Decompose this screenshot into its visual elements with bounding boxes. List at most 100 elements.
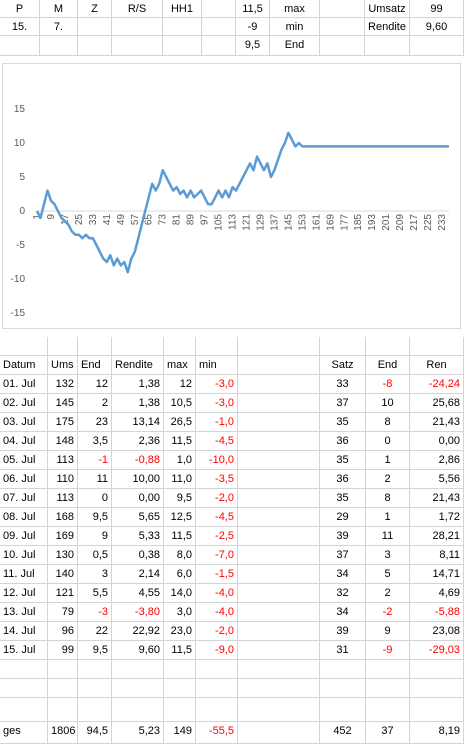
- table-cell[interactable]: -0,88: [112, 451, 164, 470]
- table-cell[interactable]: 32: [320, 584, 366, 603]
- table-cell[interactable]: 3,5: [78, 432, 112, 451]
- header-col-4[interactable]: HH1: [163, 0, 202, 18]
- cell[interactable]: [238, 489, 320, 508]
- table-cell[interactable]: -9: [366, 641, 410, 660]
- table-cell[interactable]: 11,5: [164, 641, 196, 660]
- table-cell[interactable]: 11,5: [164, 527, 196, 546]
- table-cell[interactable]: 3: [366, 546, 410, 565]
- cell[interactable]: [164, 660, 196, 679]
- table-header-right-2[interactable]: Ren: [410, 356, 464, 375]
- table-cell[interactable]: 02. Jul: [0, 394, 48, 413]
- rendite-label[interactable]: Rendite: [365, 18, 410, 36]
- cell[interactable]: [40, 36, 78, 56]
- table-cell[interactable]: 0,00: [410, 432, 464, 451]
- table-cell[interactable]: 08. Jul: [0, 508, 48, 527]
- cell[interactable]: [238, 565, 320, 584]
- table-cell[interactable]: 132: [48, 375, 78, 394]
- table-cell[interactable]: 9,60: [112, 641, 164, 660]
- table-cell[interactable]: 0,38: [112, 546, 164, 565]
- table-cell[interactable]: 1: [366, 451, 410, 470]
- table-cell[interactable]: -2,0: [196, 622, 238, 641]
- cell[interactable]: [365, 36, 410, 56]
- table-header-5[interactable]: min: [196, 356, 238, 375]
- table-cell[interactable]: 12,5: [164, 508, 196, 527]
- table-cell[interactable]: 9,5: [78, 641, 112, 660]
- table-cell[interactable]: 2,14: [112, 565, 164, 584]
- cell[interactable]: [410, 36, 464, 56]
- cell[interactable]: [0, 36, 40, 56]
- cell[interactable]: [112, 337, 164, 356]
- table-cell[interactable]: 5,33: [112, 527, 164, 546]
- table-cell[interactable]: 01. Jul: [0, 375, 48, 394]
- umsatz-value[interactable]: 99: [410, 0, 464, 18]
- table-cell[interactable]: 175: [48, 413, 78, 432]
- cell[interactable]: [238, 641, 320, 660]
- table-cell[interactable]: 113: [48, 489, 78, 508]
- totals-cell[interactable]: -55,5: [196, 722, 238, 744]
- cell[interactable]: [202, 18, 236, 36]
- table-cell[interactable]: 6,0: [164, 565, 196, 584]
- table-cell[interactable]: 9: [366, 622, 410, 641]
- table-cell[interactable]: 169: [48, 527, 78, 546]
- table-cell[interactable]: -3,80: [112, 603, 164, 622]
- cell[interactable]: [238, 546, 320, 565]
- table-cell[interactable]: -9,0: [196, 641, 238, 660]
- table-header-1[interactable]: Ums: [48, 356, 78, 375]
- cell[interactable]: [0, 679, 48, 698]
- table-cell[interactable]: 10,00: [112, 470, 164, 489]
- table-cell[interactable]: -5,88: [410, 603, 464, 622]
- table-cell[interactable]: 79: [48, 603, 78, 622]
- table-cell[interactable]: 09. Jul: [0, 527, 48, 546]
- table-cell[interactable]: 9,5: [164, 489, 196, 508]
- table-cell[interactable]: 4,55: [112, 584, 164, 603]
- table-cell[interactable]: -4,5: [196, 508, 238, 527]
- table-cell[interactable]: 3: [78, 565, 112, 584]
- min-value[interactable]: -9: [236, 18, 270, 36]
- table-cell[interactable]: 11: [366, 527, 410, 546]
- table-cell[interactable]: 26,5: [164, 413, 196, 432]
- table-cell[interactable]: -29,03: [410, 641, 464, 660]
- table-cell[interactable]: 1,38: [112, 375, 164, 394]
- table-cell[interactable]: 13. Jul: [0, 603, 48, 622]
- table-cell[interactable]: 34: [320, 603, 366, 622]
- table-cell[interactable]: 36: [320, 432, 366, 451]
- table-cell[interactable]: -2,5: [196, 527, 238, 546]
- cell[interactable]: [238, 413, 320, 432]
- cell[interactable]: [238, 375, 320, 394]
- table-cell[interactable]: 35: [320, 451, 366, 470]
- table-cell[interactable]: 14. Jul: [0, 622, 48, 641]
- table-cell[interactable]: 0: [78, 489, 112, 508]
- table-cell[interactable]: 8,11: [410, 546, 464, 565]
- cell[interactable]: [320, 679, 366, 698]
- cell[interactable]: [238, 679, 320, 698]
- table-cell[interactable]: -2,0: [196, 489, 238, 508]
- table-cell[interactable]: -3,0: [196, 375, 238, 394]
- cell[interactable]: [366, 679, 410, 698]
- table-cell[interactable]: 9,5: [78, 508, 112, 527]
- cell[interactable]: [163, 36, 202, 56]
- table-cell[interactable]: -4,0: [196, 584, 238, 603]
- table-cell[interactable]: 1,0: [164, 451, 196, 470]
- table-cell[interactable]: 11: [78, 470, 112, 489]
- table-cell[interactable]: -10,0: [196, 451, 238, 470]
- table-cell[interactable]: 04. Jul: [0, 432, 48, 451]
- cell[interactable]: [238, 337, 320, 356]
- header-val-1[interactable]: 7.: [40, 18, 78, 36]
- table-cell[interactable]: 9: [78, 527, 112, 546]
- table-cell[interactable]: 113: [48, 451, 78, 470]
- cell[interactable]: [164, 679, 196, 698]
- table-header-3[interactable]: Rendite: [112, 356, 164, 375]
- cell[interactable]: [196, 698, 238, 722]
- table-cell[interactable]: 35: [320, 489, 366, 508]
- table-cell[interactable]: 96: [48, 622, 78, 641]
- header-val-2[interactable]: [78, 18, 112, 36]
- table-cell[interactable]: 11,0: [164, 470, 196, 489]
- totals-cell[interactable]: ges: [0, 722, 48, 744]
- table-cell[interactable]: 23,08: [410, 622, 464, 641]
- table-cell[interactable]: 34: [320, 565, 366, 584]
- table-cell[interactable]: 5,65: [112, 508, 164, 527]
- totals-cell[interactable]: 1806: [48, 722, 78, 744]
- table-cell[interactable]: 5: [366, 565, 410, 584]
- cell[interactable]: [48, 698, 78, 722]
- cell[interactable]: [410, 679, 464, 698]
